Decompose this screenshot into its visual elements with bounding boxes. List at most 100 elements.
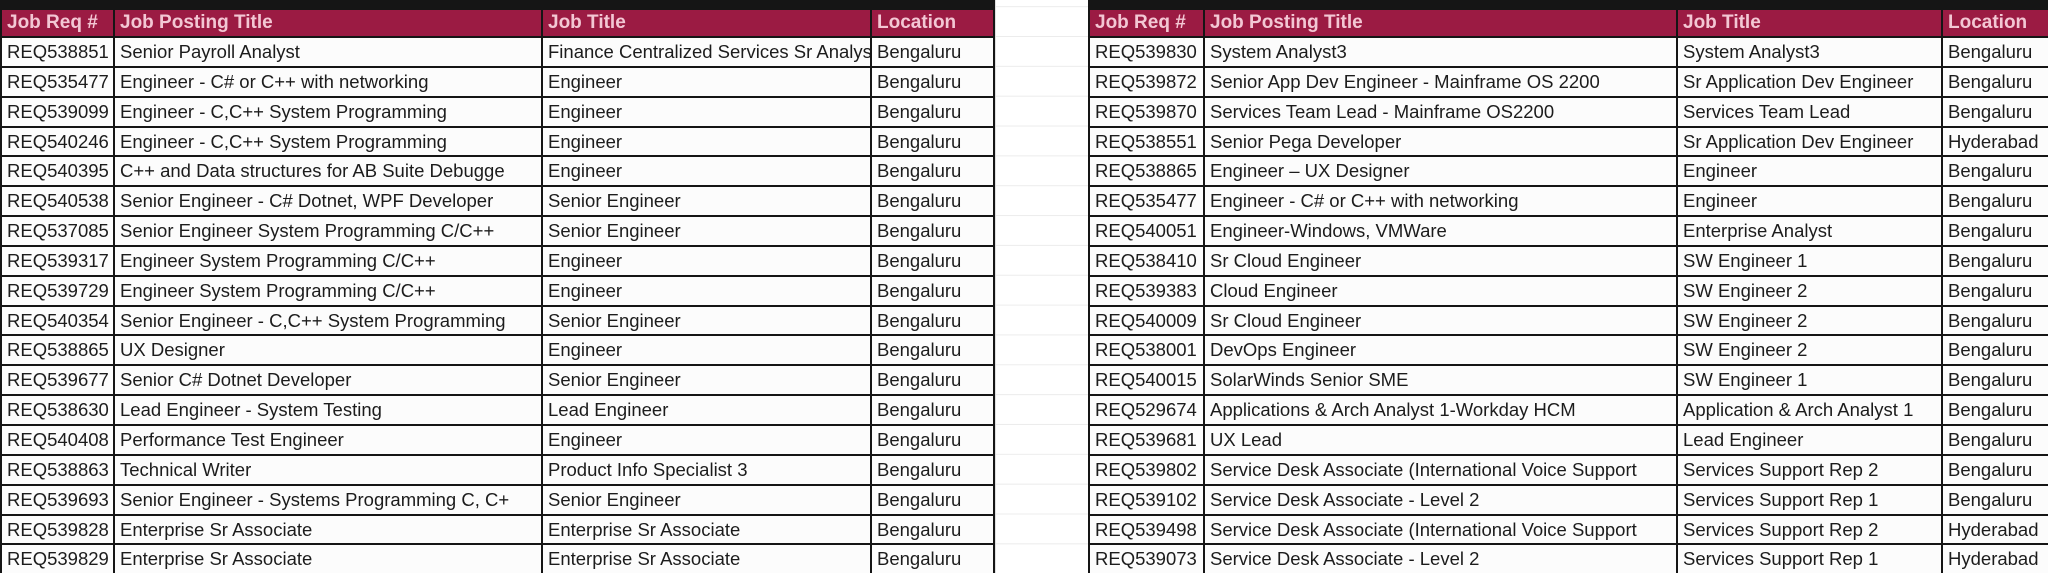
req-cell[interactable]: REQ538865 — [1090, 157, 1205, 188]
job-title-cell[interactable]: Services Support Rep 2 — [1678, 515, 1943, 546]
posting-title-cell[interactable]: Performance Test Engineer — [115, 425, 543, 456]
job-title-cell[interactable]: Senior Engineer — [543, 217, 872, 247]
location-cell[interactable]: Bengaluru — [872, 127, 995, 158]
req-cell[interactable]: REQ539802 — [1090, 455, 1205, 486]
req-cell[interactable]: REQ539830 — [1090, 38, 1205, 68]
job-title-cell[interactable]: Lead Engineer — [1678, 425, 1943, 456]
req-cell[interactable]: REQ538630 — [2, 396, 115, 426]
location-cell[interactable]: Bengaluru — [1943, 306, 2048, 337]
posting-title-cell[interactable]: Engineer System Programming C/C++ — [115, 246, 543, 277]
req-cell[interactable]: REQ540015 — [1090, 366, 1205, 397]
location-cell[interactable]: Bengaluru — [1943, 366, 2048, 397]
req-cell[interactable]: REQ539317 — [2, 246, 115, 277]
posting-title-cell[interactable]: UX Designer — [115, 336, 543, 367]
location-cell[interactable]: Bengaluru — [1943, 187, 2048, 218]
job-title-cell[interactable]: Engineer — [543, 127, 872, 158]
location-cell[interactable]: Bengaluru — [1943, 217, 2048, 247]
location-cell[interactable]: Bengaluru — [1943, 425, 2048, 456]
location-cell[interactable]: Bengaluru — [1943, 485, 2048, 516]
job-title-cell[interactable]: Enterprise Analyst — [1678, 217, 1943, 247]
req-cell[interactable]: REQ539828 — [2, 515, 115, 546]
req-cell[interactable]: REQ539099 — [2, 97, 115, 128]
posting-title-cell[interactable]: Senior Pega Developer — [1205, 127, 1678, 158]
posting-title-cell[interactable]: Service Desk Associate (International Vo… — [1205, 515, 1678, 546]
location-cell[interactable]: Bengaluru — [872, 366, 995, 397]
req-cell[interactable]: REQ538865 — [2, 336, 115, 367]
req-cell[interactable]: REQ540009 — [1090, 306, 1205, 337]
req-cell[interactable]: REQ540395 — [2, 157, 115, 188]
posting-title-cell[interactable]: Engineer - C,C++ System Programming — [115, 97, 543, 128]
location-cell[interactable]: Bengaluru — [1943, 157, 2048, 188]
posting-title-cell[interactable]: Sr Cloud Engineer — [1205, 306, 1678, 337]
header-job-title[interactable]: Job Title — [1678, 10, 1943, 38]
job-title-cell[interactable]: Services Support Rep 2 — [1678, 455, 1943, 486]
posting-title-cell[interactable]: Services Team Lead - Mainframe OS2200 — [1205, 97, 1678, 128]
job-title-cell[interactable]: Engineer — [1678, 157, 1943, 188]
location-cell[interactable]: Bengaluru — [872, 545, 995, 573]
req-cell[interactable]: REQ539677 — [2, 366, 115, 397]
job-title-cell[interactable]: Lead Engineer — [543, 396, 872, 426]
location-cell[interactable]: Bengaluru — [1943, 67, 2048, 98]
req-cell[interactable]: REQ539729 — [2, 276, 115, 307]
req-cell[interactable]: REQ539498 — [1090, 515, 1205, 546]
job-title-cell[interactable]: Senior Engineer — [543, 306, 872, 337]
req-cell[interactable]: REQ538863 — [2, 455, 115, 486]
req-cell[interactable]: REQ540354 — [2, 306, 115, 337]
job-title-cell[interactable]: Engineer — [543, 336, 872, 367]
req-cell[interactable]: REQ539383 — [1090, 276, 1205, 307]
job-title-cell[interactable]: Product Info Specialist 3 — [543, 455, 872, 486]
posting-title-cell[interactable]: Technical Writer — [115, 455, 543, 486]
location-cell[interactable]: Bengaluru — [1943, 455, 2048, 486]
posting-title-cell[interactable]: Engineer-Windows, VMWare — [1205, 217, 1678, 247]
location-cell[interactable]: Bengaluru — [872, 246, 995, 277]
posting-title-cell[interactable]: DevOps Engineer — [1205, 336, 1678, 367]
job-title-cell[interactable]: Engineer — [543, 157, 872, 188]
req-cell[interactable]: REQ539693 — [2, 485, 115, 516]
posting-title-cell[interactable]: Engineer - C# or C++ with networking — [115, 67, 543, 98]
req-cell[interactable]: REQ540051 — [1090, 217, 1205, 247]
header-location[interactable]: Location — [1943, 10, 2048, 38]
job-title-cell[interactable]: Senior Engineer — [543, 366, 872, 397]
job-title-cell[interactable]: SW Engineer 1 — [1678, 246, 1943, 277]
location-cell[interactable]: Bengaluru — [872, 306, 995, 337]
job-title-cell[interactable]: Engineer — [1678, 187, 1943, 218]
job-title-cell[interactable]: Services Support Rep 1 — [1678, 545, 1943, 573]
job-title-cell[interactable]: Engineer — [543, 276, 872, 307]
location-cell[interactable]: Bengaluru — [872, 187, 995, 218]
posting-title-cell[interactable]: Enterprise Sr Associate — [115, 515, 543, 546]
location-cell[interactable]: Bengaluru — [872, 97, 995, 128]
location-cell[interactable]: Bengaluru — [1943, 396, 2048, 426]
job-title-cell[interactable]: SW Engineer 1 — [1678, 366, 1943, 397]
req-cell[interactable]: REQ539073 — [1090, 545, 1205, 573]
posting-title-cell[interactable]: Sr Cloud Engineer — [1205, 246, 1678, 277]
location-cell[interactable]: Bengaluru — [872, 455, 995, 486]
job-title-cell[interactable]: Enterprise Sr Associate — [543, 545, 872, 573]
job-title-cell[interactable]: Engineer — [543, 246, 872, 277]
req-cell[interactable]: REQ539681 — [1090, 425, 1205, 456]
header-location[interactable]: Location — [872, 10, 995, 38]
job-title-cell[interactable]: Application & Arch Analyst 1 — [1678, 396, 1943, 426]
req-cell[interactable]: REQ535477 — [1090, 187, 1205, 218]
location-cell[interactable]: Bengaluru — [872, 67, 995, 98]
job-title-cell[interactable]: Sr Application Dev Engineer — [1678, 67, 1943, 98]
req-cell[interactable]: REQ538551 — [1090, 127, 1205, 158]
req-cell[interactable]: REQ535477 — [2, 67, 115, 98]
posting-title-cell[interactable]: Lead Engineer - System Testing — [115, 396, 543, 426]
location-cell[interactable]: Bengaluru — [872, 515, 995, 546]
req-cell[interactable]: REQ539872 — [1090, 67, 1205, 98]
req-cell[interactable]: REQ538001 — [1090, 336, 1205, 367]
posting-title-cell[interactable]: Service Desk Associate - Level 2 — [1205, 485, 1678, 516]
req-cell[interactable]: REQ539870 — [1090, 97, 1205, 128]
posting-title-cell[interactable]: Senior Engineer System Programming C/C++ — [115, 217, 543, 247]
posting-title-cell[interactable]: System Analyst3 — [1205, 38, 1678, 68]
req-cell[interactable]: REQ529674 — [1090, 396, 1205, 426]
location-cell[interactable]: Bengaluru — [872, 157, 995, 188]
job-title-cell[interactable]: System Analyst3 — [1678, 38, 1943, 68]
job-title-cell[interactable]: SW Engineer 2 — [1678, 306, 1943, 337]
location-cell[interactable]: Bengaluru — [872, 336, 995, 367]
posting-title-cell[interactable]: Engineer System Programming C/C++ — [115, 276, 543, 307]
posting-title-cell[interactable]: Senior C# Dotnet Developer — [115, 366, 543, 397]
job-title-cell[interactable]: SW Engineer 2 — [1678, 276, 1943, 307]
posting-title-cell[interactable]: Enterprise Sr Associate — [115, 545, 543, 573]
req-cell[interactable]: REQ539102 — [1090, 485, 1205, 516]
